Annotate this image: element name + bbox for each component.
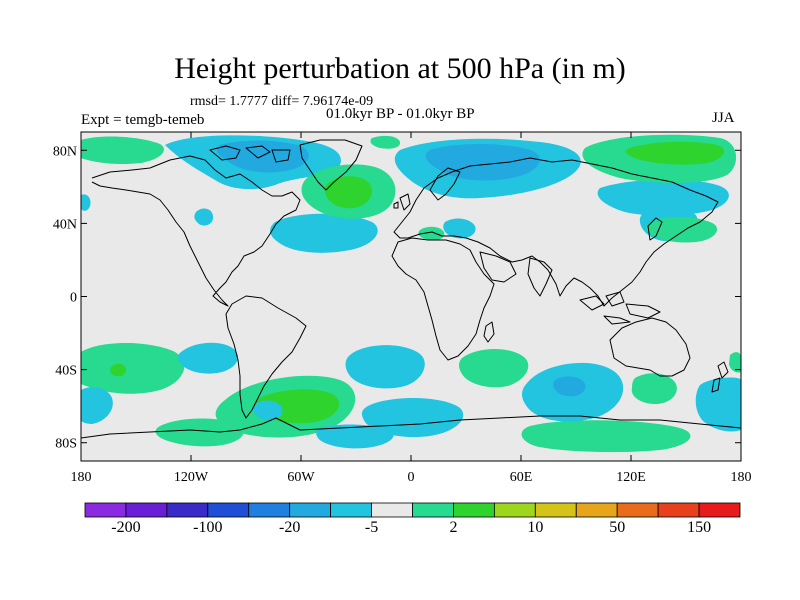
anomaly-pos-s-pacific-west xyxy=(81,343,185,394)
colorbar-label: -20 xyxy=(279,519,301,536)
coast-madagascar xyxy=(483,321,495,343)
coast-se-asia-islands xyxy=(579,291,661,325)
anomaly-pos-s-indian-east xyxy=(631,373,677,404)
colorbar-swatch xyxy=(616,502,659,518)
coast-greenland xyxy=(299,139,363,191)
anomaly-pos-n-pacific xyxy=(645,216,718,243)
anomaly-neg-ross-sea xyxy=(316,424,394,449)
colorbar-swatch xyxy=(207,502,250,518)
colorbar-swatch xyxy=(166,502,209,518)
colorbar-label: 10 xyxy=(527,519,544,536)
lat-axis: 80N 40N 0 40S 80S xyxy=(53,144,741,452)
coast-japan xyxy=(647,217,663,241)
colorbar-swatch xyxy=(575,502,618,518)
lon-tick-label: 120E xyxy=(616,470,646,485)
anomaly-pos-greenland-core xyxy=(324,176,373,209)
lon-tick-label: 0 xyxy=(408,470,415,485)
lat-tick-label: 0 xyxy=(70,291,77,306)
anomaly-neg-atlantic xyxy=(270,213,378,253)
anomaly-neg-s-atlantic-subtropic xyxy=(345,345,425,389)
colorbar-swatch xyxy=(453,502,495,518)
anomaly-neg-n-africa xyxy=(443,218,476,239)
coastlines xyxy=(81,139,741,439)
lon-tick-label: 60W xyxy=(287,470,315,485)
lat-tick-label: 80N xyxy=(53,144,77,159)
colorbar-label: -100 xyxy=(193,519,223,536)
experiment-label: Expt = temgb-temeb xyxy=(81,112,205,128)
colorbar-swatch xyxy=(84,502,127,518)
anomaly-pos-arctic-west xyxy=(81,136,164,165)
anomaly-pos-s-pacific-high-lat xyxy=(155,418,244,447)
colorbar-swatch xyxy=(412,502,454,518)
page-title: Height perturbation at 500 hPa (in m) xyxy=(174,52,626,85)
colorbar-swatch xyxy=(248,502,291,518)
anomaly-pos-far-north-central xyxy=(370,135,401,149)
coast-british-isles xyxy=(393,193,411,211)
lon-axis: 180 120W 60W 0 60E 120E 180 xyxy=(71,132,752,485)
lon-tick-label: 60E xyxy=(510,470,533,485)
colorbar-swatch xyxy=(534,502,577,518)
lat-tick-label: 40N xyxy=(53,217,77,232)
coast-scandinavia xyxy=(429,167,461,201)
coast-arctic-islands xyxy=(209,145,291,163)
colorbar-label: 2 xyxy=(449,519,458,536)
anomaly-pos-ne-siberia-core xyxy=(625,141,724,165)
anomaly-neg-s-pacific-mid xyxy=(178,342,238,374)
anomaly-neg-s-pacific-east xyxy=(695,377,741,432)
lon-tick-label: 180 xyxy=(731,470,752,485)
lon-tick-label: 180 xyxy=(71,470,92,485)
anomaly-neg-s-ocean-atlantic xyxy=(361,397,464,438)
anomaly-pos-s-pacific-dot xyxy=(110,363,126,377)
anomaly-neg-arctic-core xyxy=(216,140,309,173)
contour-fields xyxy=(81,134,741,453)
colorbar-swatch xyxy=(289,502,332,518)
anomaly-neg-s-pacific-far-west xyxy=(81,387,113,424)
coast-arabia xyxy=(479,251,517,283)
lat-tick-label: 80S xyxy=(55,437,77,452)
anomaly-pos-mediterranean xyxy=(418,226,445,241)
coast-eurasia xyxy=(393,157,719,307)
colorbar-label: 150 xyxy=(687,519,712,536)
coast-india xyxy=(527,257,553,297)
coast-australia xyxy=(609,317,691,377)
lon-tick-label: 120W xyxy=(174,470,209,485)
colorbar-label: 50 xyxy=(609,519,626,536)
coast-south-america xyxy=(225,295,307,419)
anomaly-neg-s-indian-core xyxy=(553,376,586,397)
season-label: JJA xyxy=(712,110,735,126)
anomaly-neg-w-edge xyxy=(81,194,91,211)
colorbar-swatch xyxy=(657,502,700,518)
colorbar-swatch xyxy=(371,502,413,518)
colorbar xyxy=(84,502,741,518)
coast-antarctica xyxy=(81,415,741,439)
anomaly-neg-drake-passage xyxy=(253,400,283,421)
anomaly-neg-siberia xyxy=(597,179,729,216)
period-label: 01.0kyr BP - 01.0kyr BP xyxy=(326,106,475,122)
coast-north-america xyxy=(91,155,301,307)
colorbar-swatch xyxy=(698,502,741,518)
anomaly-neg-n-pacific-small xyxy=(194,208,214,226)
anomaly-pos-e-edge xyxy=(729,352,741,373)
anomaly-pos-antarctic-indian xyxy=(521,420,691,453)
coast-africa xyxy=(391,237,495,361)
coast-new-zealand xyxy=(711,361,729,393)
lat-tick-label: 40S xyxy=(55,364,77,379)
colorbar-swatch xyxy=(330,502,372,518)
colorbar-swatch xyxy=(493,502,536,518)
colorbar-label: -5 xyxy=(364,519,379,536)
anomaly-pos-s-indian xyxy=(459,349,529,388)
stats-text: rmsd= 1.7777 diff= 7.96174e-09 xyxy=(190,94,374,109)
colorbar-label: -200 xyxy=(111,519,141,536)
colorbar-swatch xyxy=(125,502,168,518)
